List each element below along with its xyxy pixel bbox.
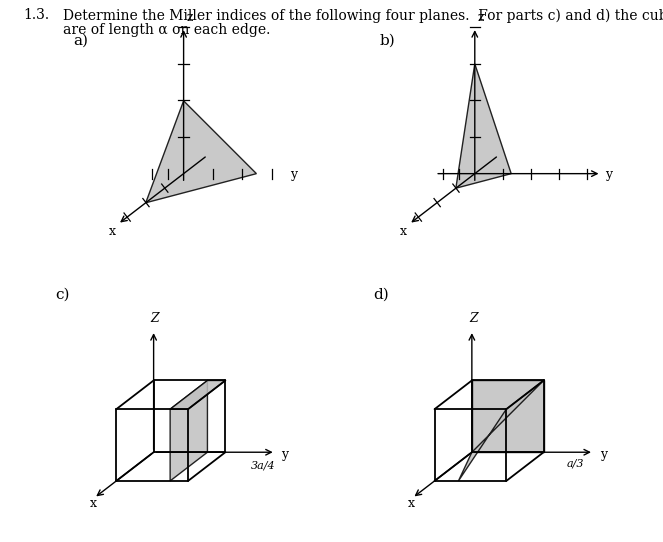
Polygon shape <box>458 380 544 481</box>
Text: 1.3.: 1.3. <box>23 8 49 22</box>
Polygon shape <box>472 380 544 452</box>
Polygon shape <box>170 380 208 481</box>
Text: Determine the Miller indices of the following four planes.  For parts c) and d) : Determine the Miller indices of the foll… <box>63 8 663 23</box>
Text: are of length α on each edge.: are of length α on each edge. <box>63 23 271 37</box>
Text: d): d) <box>373 287 389 301</box>
Text: a): a) <box>73 34 88 48</box>
Text: y: y <box>290 167 298 180</box>
Text: 3a/4: 3a/4 <box>251 460 275 470</box>
Text: x: x <box>400 224 407 237</box>
Text: z: z <box>187 11 194 24</box>
Text: Z: Z <box>151 312 159 325</box>
Text: x: x <box>109 224 116 237</box>
Text: y: y <box>599 448 607 461</box>
Polygon shape <box>170 380 225 409</box>
Text: c): c) <box>55 287 70 301</box>
Text: y: y <box>605 167 613 180</box>
Text: Z: Z <box>469 312 477 325</box>
Polygon shape <box>146 101 257 203</box>
Polygon shape <box>456 64 511 188</box>
Text: z: z <box>478 11 485 24</box>
Text: y: y <box>281 448 288 461</box>
Text: x: x <box>408 496 414 509</box>
Text: x: x <box>90 496 96 509</box>
Text: a/3: a/3 <box>567 459 584 469</box>
Text: b): b) <box>380 34 396 48</box>
